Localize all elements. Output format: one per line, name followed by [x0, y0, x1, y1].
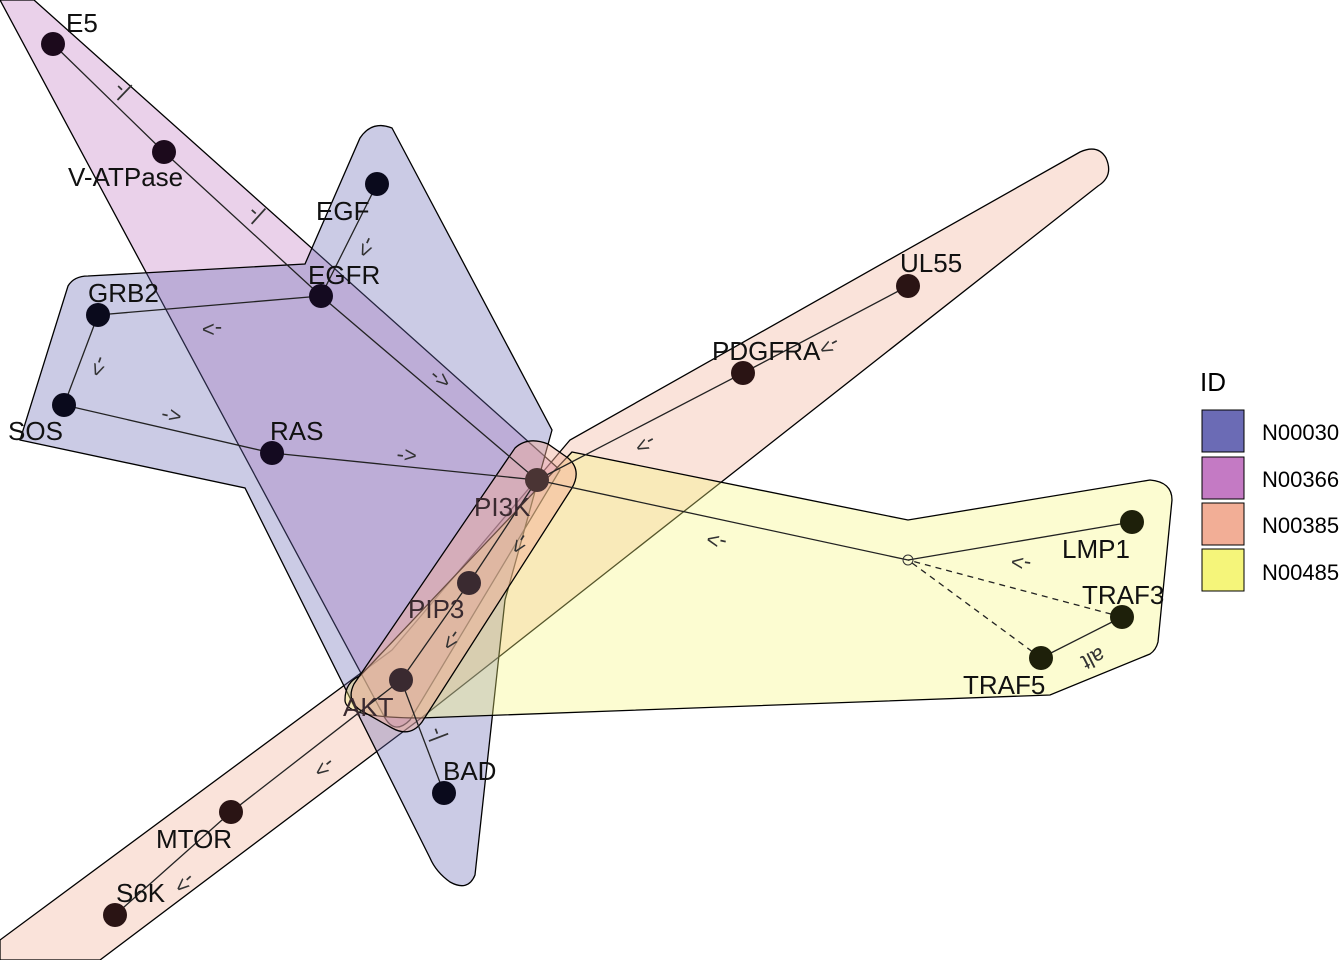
node-label-PIP3: PIP3	[408, 594, 464, 624]
edge-EGFR-GRB2	[97, 295, 322, 316]
nodes	[41, 32, 1144, 927]
legend: ID N00030 N00366 N00385 N00485	[1200, 367, 1339, 592]
legend-swatch-N00385	[1201, 502, 1245, 546]
hull-N00030	[19, 124, 553, 887]
legend-label-N00030: N00030	[1262, 420, 1339, 445]
node-UL55[interactable]	[896, 274, 920, 298]
node-label-UL55: UL55	[900, 248, 962, 278]
node-label-RAS: RAS	[270, 416, 323, 446]
edge-E5-VATPase	[52, 43, 165, 153]
legend-label-N00366: N00366	[1262, 467, 1339, 492]
node-EGF[interactable]	[365, 172, 389, 196]
edge-MTOR-S6K	[114, 811, 232, 916]
legend-label-N00385: N00385	[1262, 513, 1339, 538]
legend-swatch-N00485	[1201, 548, 1245, 592]
edge-SOS-RAS	[63, 404, 273, 454]
edge-PDGFRA-PI3K	[536, 372, 744, 481]
node-label-PDGFRA: PDGFRA	[712, 336, 821, 366]
edges	[52, 43, 1133, 916]
node-label-PI3K: PI3K	[474, 492, 531, 522]
hull-N00385	[0, 148, 1110, 960]
node-label-EGF: EGF	[316, 196, 369, 226]
complex-junction	[902, 554, 914, 566]
node-PIP3[interactable]	[457, 571, 481, 595]
node-PDGFRA[interactable]	[731, 361, 755, 385]
node-label-LMP1: LMP1	[1062, 534, 1130, 564]
node-label-BAD: BAD	[443, 756, 496, 786]
node-SOS[interactable]	[52, 393, 76, 417]
edge-RAS-PI3K	[271, 452, 538, 481]
legend-title: ID	[1200, 367, 1226, 397]
edge-LMP1-complex	[907, 521, 1133, 561]
node-TRAF5[interactable]	[1029, 646, 1053, 670]
node-label-TRAF5: TRAF5	[963, 670, 1045, 700]
edge-VATPase-EGFR	[163, 151, 322, 297]
node-label-MTOR: MTOR	[156, 824, 232, 854]
node-GRB2[interactable]	[86, 303, 110, 327]
node-LMP1[interactable]	[1120, 510, 1144, 534]
node-E5[interactable]	[41, 32, 65, 56]
node-RAS[interactable]	[260, 441, 284, 465]
edge-GRB2-SOS	[63, 314, 99, 406]
hull-N00366	[0, 0, 561, 728]
edge-PIP3-AKT	[400, 582, 470, 681]
edge-label: ->	[1009, 550, 1032, 578]
edge-EGF-EGFR	[320, 183, 378, 297]
node-TRAF3[interactable]	[1110, 605, 1134, 629]
legend-label-N00485: N00485	[1262, 560, 1339, 585]
node-S6K[interactable]	[103, 903, 127, 927]
node-label-EGFR: EGFR	[308, 260, 380, 290]
edge-TRAF3-complex	[907, 559, 1123, 618]
node-EGFR[interactable]	[309, 284, 333, 308]
node-label-TRAF3: TRAF3	[1082, 580, 1164, 610]
edge-TRAF5-TRAF3	[1040, 616, 1123, 659]
legend-swatch-N00030	[1201, 409, 1245, 453]
node-PI3K[interactable]	[525, 468, 549, 492]
edge-AKT-MTOR	[230, 679, 402, 813]
edge-TRAF5-complex	[907, 559, 1042, 659]
node-label-VATPase: V-ATPase	[68, 162, 183, 192]
edge-complex-PI3K	[536, 479, 909, 561]
node-label-SOS: SOS	[8, 416, 63, 446]
node-labels: E5 V-ATPase EGF EGFR GRB2 SOS RAS PI3K P…	[8, 8, 1164, 908]
legend-swatch-N00366	[1201, 456, 1245, 500]
node-label-E5: E5	[66, 8, 98, 38]
edge-label: ->	[395, 441, 418, 468]
node-MTOR[interactable]	[219, 800, 243, 824]
edge-label: ->	[202, 317, 222, 342]
node-VATPase[interactable]	[152, 140, 176, 164]
node-BAD[interactable]	[432, 781, 456, 805]
edge-PI3K-PIP3	[468, 479, 538, 584]
node-label-GRB2: GRB2	[88, 278, 159, 308]
node-label-S6K: S6K	[116, 878, 166, 908]
edge-UL55-PDGFRA	[742, 285, 909, 374]
edge-AKT-BAD	[400, 679, 445, 794]
node-label-AKT: AKT	[343, 692, 394, 722]
edge-EGFR-PI3K	[320, 295, 538, 481]
node-AKT[interactable]	[389, 668, 413, 692]
